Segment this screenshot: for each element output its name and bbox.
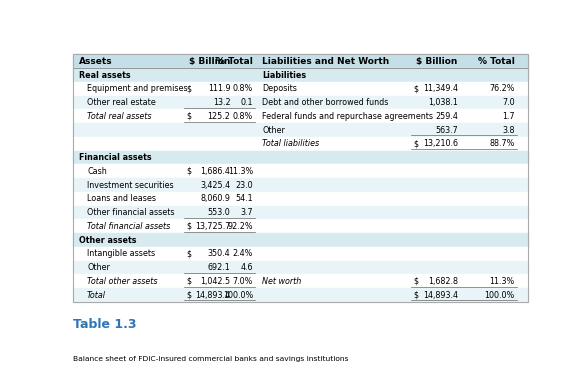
Bar bbox=[73, 206, 528, 219]
Text: $: $ bbox=[186, 84, 191, 93]
Bar bbox=[73, 233, 528, 247]
Text: 259.4: 259.4 bbox=[435, 112, 458, 121]
Text: 1,686.4: 1,686.4 bbox=[200, 167, 230, 176]
Text: 1,038.1: 1,038.1 bbox=[428, 98, 458, 107]
Text: 1.7: 1.7 bbox=[502, 112, 515, 121]
Text: 111.9: 111.9 bbox=[208, 84, 230, 93]
Bar bbox=[73, 165, 528, 178]
Text: Total other assets: Total other assets bbox=[87, 277, 157, 286]
Text: 0.8%: 0.8% bbox=[233, 112, 253, 121]
Text: 11,349.4: 11,349.4 bbox=[423, 84, 458, 93]
Text: 350.4: 350.4 bbox=[208, 249, 230, 258]
Text: 88.7%: 88.7% bbox=[490, 139, 515, 148]
Text: Real assets: Real assets bbox=[79, 71, 130, 79]
Text: 3.8: 3.8 bbox=[502, 125, 515, 135]
Text: $: $ bbox=[186, 112, 191, 121]
Text: $: $ bbox=[414, 277, 419, 286]
Text: 4.6: 4.6 bbox=[241, 263, 253, 272]
Text: Assets: Assets bbox=[79, 57, 113, 66]
Bar bbox=[73, 150, 528, 165]
Text: 14,893.4: 14,893.4 bbox=[423, 291, 458, 299]
Text: Total liabilities: Total liabilities bbox=[262, 139, 319, 148]
Text: 1,042.5: 1,042.5 bbox=[200, 277, 230, 286]
Bar bbox=[73, 54, 528, 68]
Text: 11.3%: 11.3% bbox=[228, 167, 253, 176]
Text: 0.8%: 0.8% bbox=[233, 84, 253, 93]
Text: 553.0: 553.0 bbox=[208, 208, 230, 217]
Text: 1,682.8: 1,682.8 bbox=[428, 277, 458, 286]
Text: Total real assets: Total real assets bbox=[87, 112, 151, 121]
Text: Deposits: Deposits bbox=[262, 84, 297, 93]
Text: Other assets: Other assets bbox=[79, 236, 136, 245]
Bar bbox=[73, 109, 528, 123]
Text: $: $ bbox=[186, 249, 191, 258]
Text: Total: Total bbox=[87, 291, 106, 299]
Text: 7.0: 7.0 bbox=[502, 98, 515, 107]
Text: 100.0%: 100.0% bbox=[484, 291, 515, 299]
Text: 54.1: 54.1 bbox=[235, 194, 253, 203]
Text: Federal funds and repurchase agreements: Federal funds and repurchase agreements bbox=[262, 112, 433, 121]
Bar bbox=[73, 68, 528, 82]
Text: $: $ bbox=[414, 291, 419, 299]
Text: 92.2%: 92.2% bbox=[227, 222, 253, 231]
Text: 2.4%: 2.4% bbox=[232, 249, 253, 258]
Text: Liabilities and Net Worth: Liabilities and Net Worth bbox=[262, 57, 389, 66]
Bar bbox=[73, 288, 528, 302]
Text: 14,893.4: 14,893.4 bbox=[195, 291, 230, 299]
Bar bbox=[73, 54, 528, 302]
Text: Table 1.3: Table 1.3 bbox=[73, 318, 137, 331]
Bar bbox=[73, 82, 528, 96]
Text: Net worth: Net worth bbox=[262, 277, 302, 286]
Text: % Total: % Total bbox=[478, 57, 515, 66]
Bar bbox=[73, 123, 528, 137]
Text: Total financial assets: Total financial assets bbox=[87, 222, 170, 231]
Text: 7.0%: 7.0% bbox=[232, 277, 253, 286]
Bar bbox=[73, 219, 528, 233]
Text: $ Billion: $ Billion bbox=[416, 57, 458, 66]
Text: Investment securities: Investment securities bbox=[87, 180, 174, 190]
Text: $: $ bbox=[414, 139, 419, 148]
Text: 3,425.4: 3,425.4 bbox=[200, 180, 230, 190]
Text: $: $ bbox=[186, 277, 191, 286]
Text: Balance sheet of FDIC-insured commercial banks and savings institutions: Balance sheet of FDIC-insured commercial… bbox=[73, 356, 349, 362]
Bar bbox=[73, 192, 528, 206]
Bar bbox=[73, 137, 528, 150]
Text: $: $ bbox=[414, 84, 419, 93]
Text: 100.0%: 100.0% bbox=[223, 291, 253, 299]
Text: Intangible assets: Intangible assets bbox=[87, 249, 155, 258]
Text: Other real estate: Other real estate bbox=[87, 98, 156, 107]
Text: Debt and other borrowed funds: Debt and other borrowed funds bbox=[262, 98, 389, 107]
Text: Equipment and premises: Equipment and premises bbox=[87, 84, 188, 93]
Text: $: $ bbox=[186, 167, 191, 176]
Text: 8,060.9: 8,060.9 bbox=[200, 194, 230, 203]
Text: Cash: Cash bbox=[87, 167, 107, 176]
Text: $ Billion: $ Billion bbox=[189, 57, 230, 66]
Text: Other: Other bbox=[87, 263, 110, 272]
Text: 125.2: 125.2 bbox=[207, 112, 230, 121]
Text: 13,725.7: 13,725.7 bbox=[195, 222, 230, 231]
Text: 11.3%: 11.3% bbox=[490, 277, 515, 286]
Text: 3.7: 3.7 bbox=[241, 208, 253, 217]
Bar bbox=[73, 96, 528, 109]
Text: 13.2: 13.2 bbox=[212, 98, 230, 107]
Bar bbox=[73, 274, 528, 288]
Bar bbox=[73, 261, 528, 274]
Text: 692.1: 692.1 bbox=[208, 263, 230, 272]
Text: $: $ bbox=[186, 291, 191, 299]
Bar bbox=[73, 247, 528, 261]
Text: 0.1: 0.1 bbox=[241, 98, 253, 107]
Text: % Total: % Total bbox=[216, 57, 253, 66]
Text: Other financial assets: Other financial assets bbox=[87, 208, 174, 217]
Bar bbox=[73, 178, 528, 192]
Text: 13,210.6: 13,210.6 bbox=[423, 139, 458, 148]
Text: 76.2%: 76.2% bbox=[489, 84, 515, 93]
Text: Other: Other bbox=[262, 125, 285, 135]
Text: $: $ bbox=[186, 222, 191, 231]
Text: 563.7: 563.7 bbox=[435, 125, 458, 135]
Text: 23.0: 23.0 bbox=[235, 180, 253, 190]
Text: Loans and leases: Loans and leases bbox=[87, 194, 156, 203]
Text: Liabilities: Liabilities bbox=[262, 71, 306, 79]
Text: Financial assets: Financial assets bbox=[79, 153, 151, 162]
